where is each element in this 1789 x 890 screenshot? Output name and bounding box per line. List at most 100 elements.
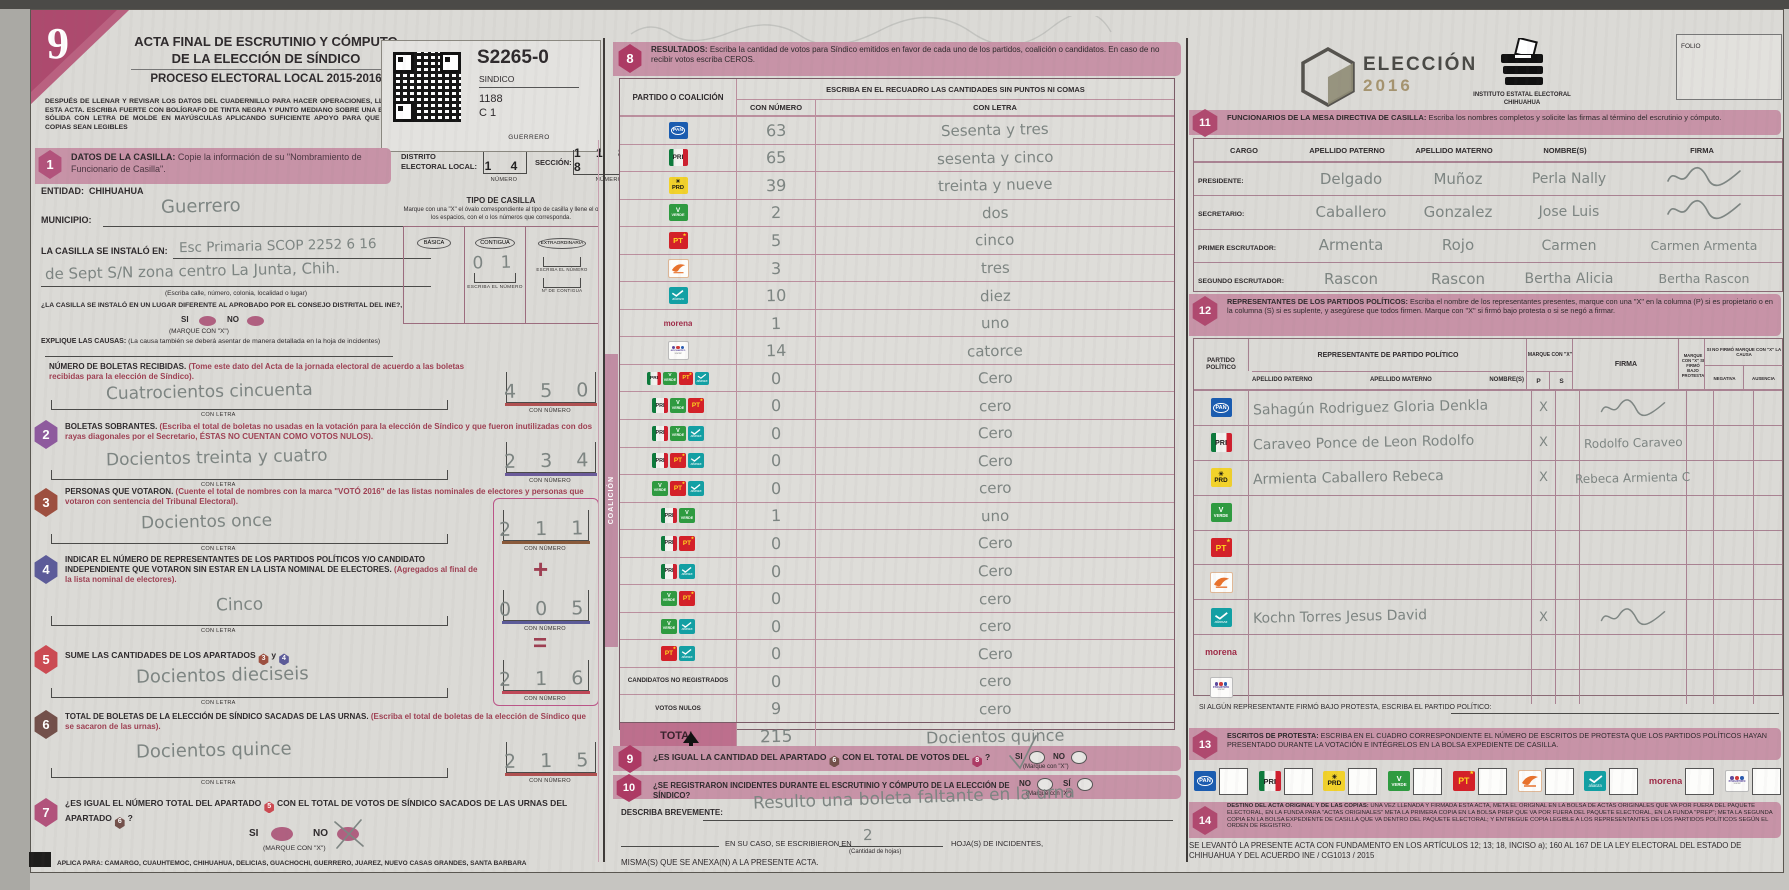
nombres-cell: Bertha Alicia [1524,271,1614,288]
casilla-line1: Esc Primaria SCOP 2252 6 16 [178,235,377,257]
cargo-cell: PRIMER ESCRUTADOR: [1198,244,1277,252]
ballot-box-icon [1501,38,1543,85]
fill-instructions: DESPUÉS DE LLENAR Y REVISAR LOS DATOS DE… [45,98,397,132]
section7-t1: ¿ES IGUAL EL NÚMERO TOTAL DEL APARTADO [65,798,262,808]
protesta-party-group: encuentro social [1724,767,1781,795]
eleccion-word: ELECCIÓN [1363,54,1478,75]
section2-title: BOLETAS SOBRANTES. [65,422,158,431]
votes-number-cell: 1 [737,309,816,337]
explique-row: EXPLIQUE LAS CAUSAS: (La causa también s… [41,338,380,347]
protesta-count-box [1219,767,1248,795]
firma-cell [1579,635,1686,670]
h12-paterno: APELLIDO PATERNO [1252,377,1313,384]
section2-numero: 2 3 4 [504,449,598,473]
results-row: encuentro social 14 catorce [620,336,1174,364]
party-cell: ☀ PRD [620,172,737,199]
cargo-cell: SECRETARIO: [1198,211,1245,219]
party-cell: V VERDE PT ★ alianza [620,475,737,502]
votes-words-cell: cero [978,671,1012,691]
section3-letra: Docientos once [140,510,273,534]
pt-logo: PT ★ [668,231,688,249]
signature-squiggle [1600,608,1666,626]
firma-cell: Rodolfo Caraveo [1579,425,1686,460]
votes-words-cell: Cero [977,534,1013,553]
acta-document: 9 ACTA FINAL DE ESCRUTINIO Y CÓMPUTO DE … [29,9,1784,873]
pri-logo: PRI [652,425,668,441]
s-cell [1555,600,1579,635]
protesta-count-box [1477,767,1507,795]
section11-desc: Escriba los nombres completos y solicite… [1428,113,1722,122]
section13-title: ESCRITOS DE PROTESTA: [1227,731,1319,740]
results-row: V VERDE PT ★ 0 cero [620,584,1174,612]
party-cell: V VERDE alianza [620,612,737,640]
section4-connumero: CON NÚMERO [524,626,566,632]
results-row: PT ★ 5 cinco [620,226,1174,254]
tipo-casilla-title: TIPO DE CASILLA [466,196,536,205]
results-row: PRI V VERDE PT ★ 0 cero [620,391,1174,420]
section6-hint: (Escriba el total de boletas de la elecc… [65,712,586,732]
folio-label: FOLIO [1681,43,1701,50]
results-col-letra: CON LETRA [973,103,1017,112]
casilla-line2-rule [41,286,431,287]
paterno-cell: Caballero [1315,202,1387,221]
contigua-oval: CONTIGUA [475,236,515,249]
h11-materno: APELLIDO MATERNO [1415,145,1493,155]
section14-title: DESTINO DEL ACTA ORIGINAL Y DE LAS COPIA… [1227,803,1369,809]
votes-words-cell: dos [981,203,1009,223]
pri-logo: PRI [1210,433,1232,453]
s9-t3: ? [985,752,991,762]
protesta-count-box [1348,767,1378,795]
votes-words-cell: tres [980,258,1010,278]
results-col-numero: CON NÚMERO [737,100,816,115]
institute-line2: CHIHUAHUA [1503,99,1541,106]
materno-cell: Muñoz [1433,169,1483,188]
h12-causa: SI NO FIRMÓ MARQUE CON "X" LA CAUSA [1704,339,1783,365]
plus-sign: + [533,554,549,584]
representante-row: alianza Kochn Torres Jesus David X [1194,599,1782,635]
nueva-alianza-logo: alianza [695,371,709,385]
s10-no-oval [1037,778,1053,791]
rep-name-cell [1248,670,1531,705]
legal-footer: SE LEVANTÓ LA PRESENTE ACTA CON FUNDAMEN… [1189,841,1742,860]
votes-number-cell: 65 [737,144,816,172]
boletas-numero: 4 5 0 [504,379,598,403]
results-table: PARTIDO O COALICIÓN ESCRIBA EN EL RECUAD… [619,78,1175,751]
rep-name-cell: Kochn Torres Jesus David [1248,600,1531,635]
section1-title-bold: DATOS DE LA CASILLA: [71,152,176,162]
protesta-cell [1686,460,1713,495]
protesta-cell [1686,425,1713,460]
s-cell [1555,635,1579,670]
party-cell: ☀ PRD [1194,468,1248,488]
seccion-label: SECCIÓN: [535,158,572,167]
pt-logo: PT ★ [1210,538,1232,557]
p-cell: X [1531,460,1555,495]
protesta-cell [1686,391,1713,425]
s1-no-oval [247,316,264,326]
extra-ncontigua-caption: Nº DE CONTIGUA [541,287,583,293]
votes-number-cell: 63 [737,117,816,144]
pan-logo: PAN [1210,398,1232,418]
section5-conj: y [271,650,277,660]
votes-number-cell: 5 [737,227,816,254]
votes-number-cell: 0 [737,447,816,475]
funcionarios-table: CARGO APELLIDO PATERNO APELLIDO MATERNO … [1193,138,1783,292]
pri-logo: PRI [661,535,677,551]
section4-text: INDICAR EL NÚMERO DE REPRESENTANTES DE L… [65,555,485,586]
protesta-party-group: morena [1648,767,1715,795]
h11-firma: FIRMA [1690,145,1714,155]
section5-numero: 2 1 6 [499,667,593,691]
section3-text: PERSONAS QUE VOTARON. (Cuente el total d… [65,487,597,507]
ensucaso-label: EN SU CASO, SE ESCRIBIERON EN [725,839,852,848]
verde-logo: V VERDE [670,425,686,441]
section1-title-rest: Copie la información de su "Nombramiento… [71,152,362,174]
results-row: V VERDE 2 dos [620,198,1174,227]
section5-numbox: 2 1 6 [499,660,593,694]
s9-no-label: NO [1053,752,1065,761]
acta-code-casilla: C 1 [479,107,497,119]
section10-question: ¿SE REGISTRARON INCIDENTES DURANTE EL ES… [653,781,1010,800]
nueva-alianza-logo: alianza [1584,771,1607,791]
s-cell [1555,460,1579,495]
section3-title: PERSONAS QUE VOTARON. [65,487,174,496]
votes-words-cell: sesenta y cinco [936,147,1054,169]
distrito-label: DISTRITO ELECTORAL LOCAL: [401,152,477,172]
